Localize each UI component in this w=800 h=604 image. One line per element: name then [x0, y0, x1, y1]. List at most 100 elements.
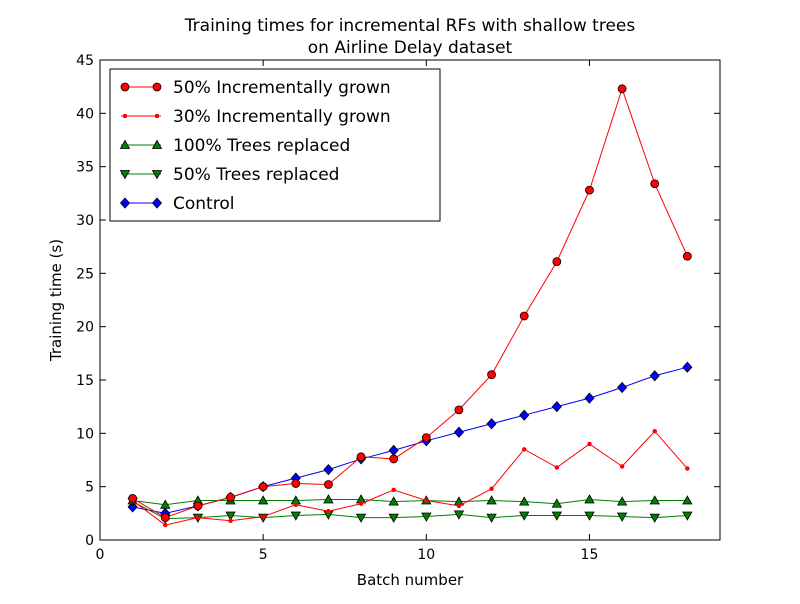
- data-point: [486, 495, 497, 505]
- data-point: [388, 513, 399, 523]
- data-point: [551, 511, 563, 521]
- data-point: [489, 486, 494, 492]
- data-point: [519, 511, 530, 521]
- data-point: [682, 251, 692, 261]
- data-point: [193, 501, 203, 511]
- data-point: [584, 392, 595, 404]
- data-point: [456, 503, 462, 509]
- data-point: [682, 495, 693, 505]
- data-point: [290, 511, 301, 521]
- x-tick-label: 15: [581, 547, 599, 563]
- data-point: [649, 495, 660, 505]
- y-tick-label: 5: [85, 480, 94, 496]
- data-point: [521, 447, 527, 452]
- y-tick-label: 0: [85, 533, 94, 549]
- data-point: [587, 441, 592, 447]
- y-tick-label: 35: [76, 160, 94, 176]
- data-point: [685, 466, 690, 471]
- data-point: [391, 487, 396, 493]
- data-point: [151, 197, 163, 209]
- series-50-trees-replaced: [127, 497, 693, 524]
- data-point: [650, 179, 660, 189]
- series-30-incrementally-grown: [130, 428, 690, 528]
- data-point: [163, 522, 168, 528]
- data-point: [119, 139, 131, 149]
- series-line: [132, 501, 688, 520]
- x-tick-label: 0: [96, 547, 105, 563]
- chart-title-line1: Training times for incremental RFs with …: [184, 16, 636, 36]
- data-point: [619, 464, 625, 469]
- legend-entry: 100% Trees replaced: [119, 136, 350, 156]
- data-point: [421, 433, 431, 443]
- data-point: [326, 508, 331, 514]
- data-point: [228, 518, 233, 524]
- data-point: [486, 513, 497, 523]
- data-point: [160, 499, 171, 509]
- data-point: [682, 511, 693, 521]
- data-point: [652, 428, 657, 434]
- data-point: [160, 513, 170, 522]
- legend-label: 50% Trees replaced: [173, 165, 339, 185]
- legend-label: 30% Incrementally grown: [173, 107, 391, 127]
- data-point: [519, 409, 530, 421]
- legend-label: 100% Trees replaced: [173, 136, 350, 156]
- data-point: [122, 113, 128, 119]
- data-point: [152, 82, 162, 92]
- legend-entry: 50% Incrementally grown: [120, 78, 391, 98]
- data-point: [552, 257, 562, 267]
- legend-box: [109, 68, 441, 222]
- data-point: [421, 512, 432, 522]
- x-tick-label: 5: [259, 547, 268, 563]
- legend-label: Control: [173, 194, 234, 214]
- chart-title-line2: on Airline Delay dataset: [308, 38, 513, 58]
- legend-entry: 50% Trees replaced: [119, 165, 339, 185]
- data-point: [388, 496, 399, 506]
- data-point: [323, 494, 334, 504]
- data-point: [519, 311, 529, 321]
- series-line: [132, 430, 688, 526]
- data-point: [453, 510, 465, 520]
- series-50-incrementally-grown: [128, 84, 692, 522]
- data-point: [293, 502, 299, 508]
- data-point: [257, 495, 269, 505]
- data-point: [617, 381, 628, 394]
- data-point: [154, 113, 160, 119]
- data-point: [617, 84, 627, 94]
- data-point: [358, 501, 364, 506]
- data-point: [356, 452, 366, 462]
- series-line: [132, 87, 688, 519]
- legend-entry: Control: [119, 194, 234, 214]
- plot-area-frame: [99, 59, 721, 541]
- y-tick-label: 20: [76, 320, 94, 336]
- legend: 50% Incrementally grown 30% Incrementally…: [109, 68, 441, 222]
- data-point: [389, 454, 399, 464]
- data-point: [616, 496, 628, 506]
- legend-label: 50% Incrementally grown: [173, 78, 391, 98]
- series-layer: [127, 84, 693, 528]
- data-point: [120, 82, 130, 92]
- y-tick-label: 10: [76, 426, 94, 442]
- y-axis-label: Training time (s): [47, 239, 65, 362]
- data-point: [585, 185, 594, 195]
- data-point: [119, 197, 131, 209]
- data-point: [584, 494, 595, 504]
- data-point: [355, 513, 367, 523]
- data-point: [453, 426, 464, 438]
- data-point: [486, 418, 497, 430]
- data-point: [616, 512, 628, 522]
- ticks-layer: 0 5 10 15 0 5 10 15 20 25 30 35 40 45: [76, 53, 720, 563]
- data-point: [128, 493, 138, 503]
- data-point: [519, 496, 530, 506]
- data-point: [260, 514, 266, 519]
- series-line: [132, 366, 688, 514]
- data-point: [323, 464, 334, 476]
- data-point: [225, 511, 236, 521]
- legend-entry: 30% Incrementally grown: [121, 107, 391, 127]
- data-point: [388, 444, 399, 456]
- data-point: [682, 361, 693, 373]
- y-tick-label: 15: [76, 373, 94, 389]
- data-point: [649, 513, 660, 523]
- series-line: [132, 498, 688, 506]
